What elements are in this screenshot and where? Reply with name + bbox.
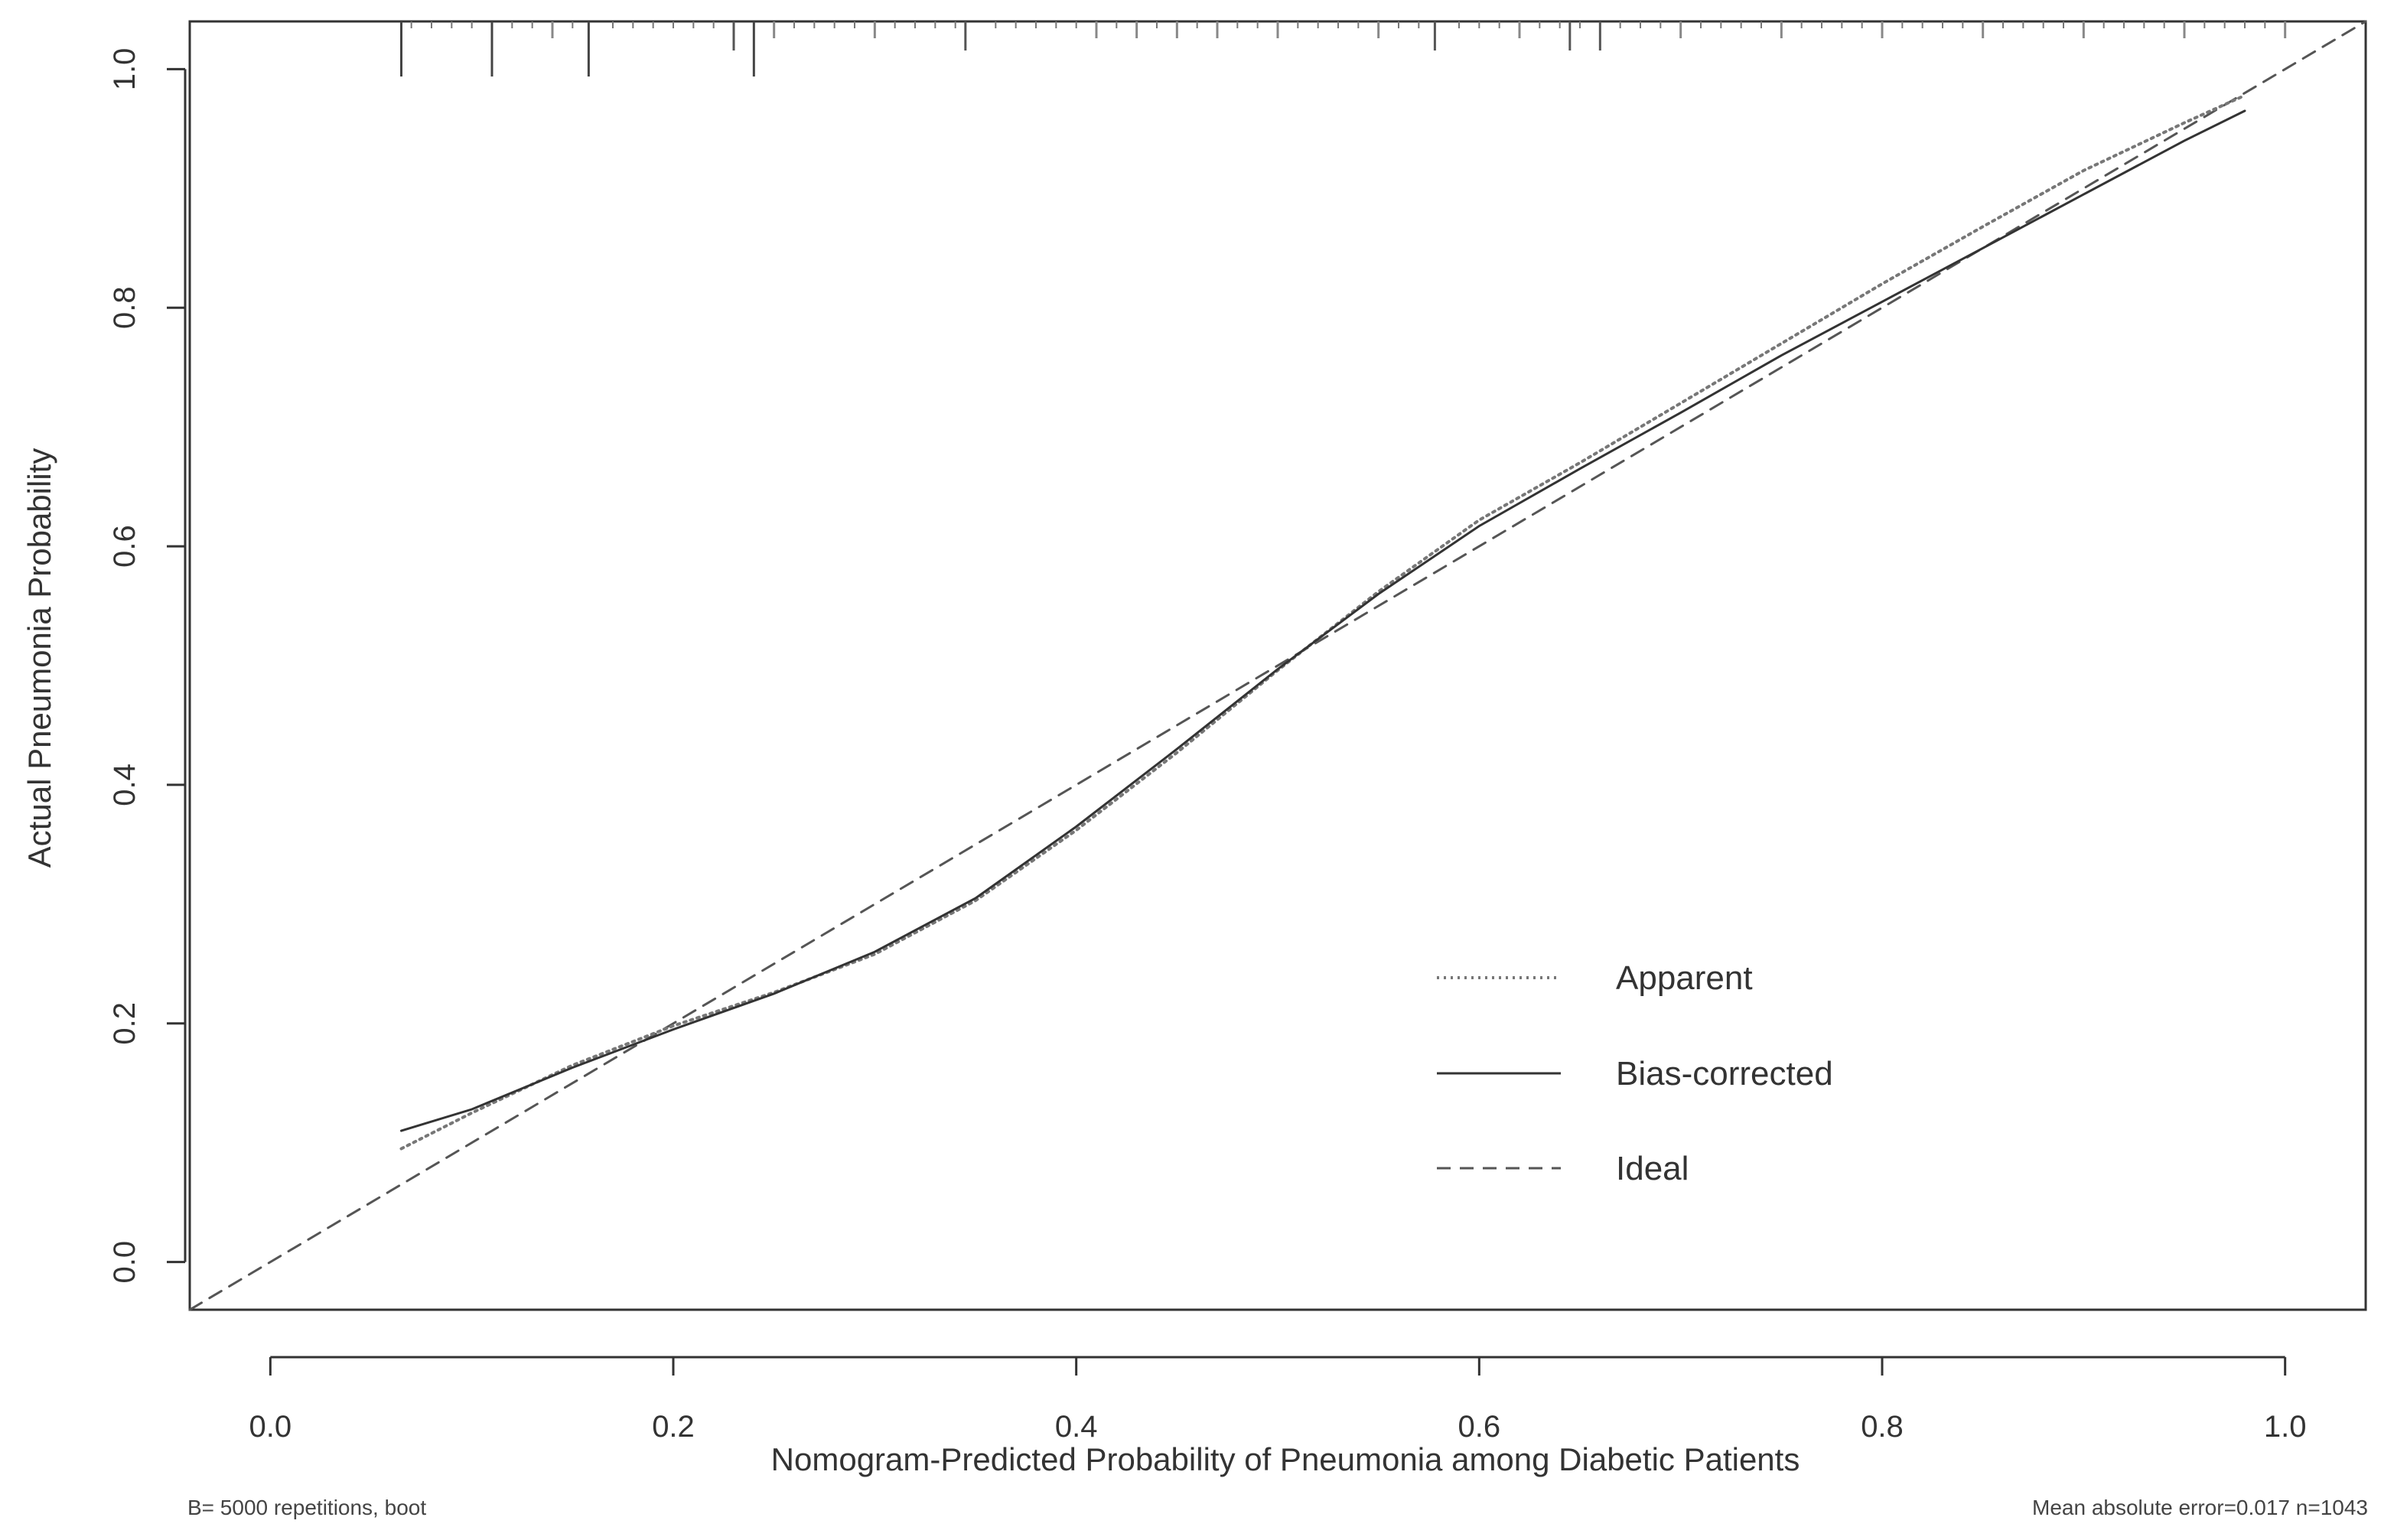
x-axis: 0.0 0.2 0.4 0.6 0.8 1.0 [249,1356,2307,1444]
x-axis-title: Nomogram-Predicted Probability of Pneumo… [771,1441,1800,1477]
x-tick-label: 0.6 [1458,1410,1501,1444]
legend: Apparent Bias-corrected Ideal [1437,959,1833,1187]
ideal-line-layer [188,20,2367,1311]
x-tick-label: 0.2 [652,1410,695,1444]
y-axis-title: Actual Pneumonia Probability [21,448,57,868]
series-line-bias-corrected [400,109,2246,1132]
y-tick-label: 0.0 [108,1241,142,1284]
legend-label-apparent: Apparent [1616,959,1753,997]
x-tick-label: 0.8 [1861,1410,1904,1444]
x-tick-label: 0.4 [1055,1410,1098,1444]
series-line-apparent [399,93,2246,1151]
series-line-ideal [188,20,2367,1311]
y-tick-label: 1.0 [108,48,142,91]
footnote-repetitions: B= 5000 repetitions, boot [187,1496,426,1519]
y-tick-label: 0.8 [108,286,142,329]
y-axis: 0.0 0.2 0.4 0.6 0.8 1.0 [108,48,187,1284]
legend-label-ideal: Ideal [1616,1150,1689,1187]
series-lines [399,93,2246,1151]
rug-marks [400,21,2287,77]
y-tick-label: 0.2 [108,1002,142,1045]
y-tick-label: 0.4 [108,763,142,806]
x-tick-label: 0.0 [249,1410,292,1444]
x-tick-label: 1.0 [2264,1410,2307,1444]
y-tick-label: 0.6 [108,525,142,568]
footnote-error: Mean absolute error=0.017 n=1043 [2032,1496,2368,1519]
legend-label-bias-corrected: Bias-corrected [1616,1055,1833,1092]
